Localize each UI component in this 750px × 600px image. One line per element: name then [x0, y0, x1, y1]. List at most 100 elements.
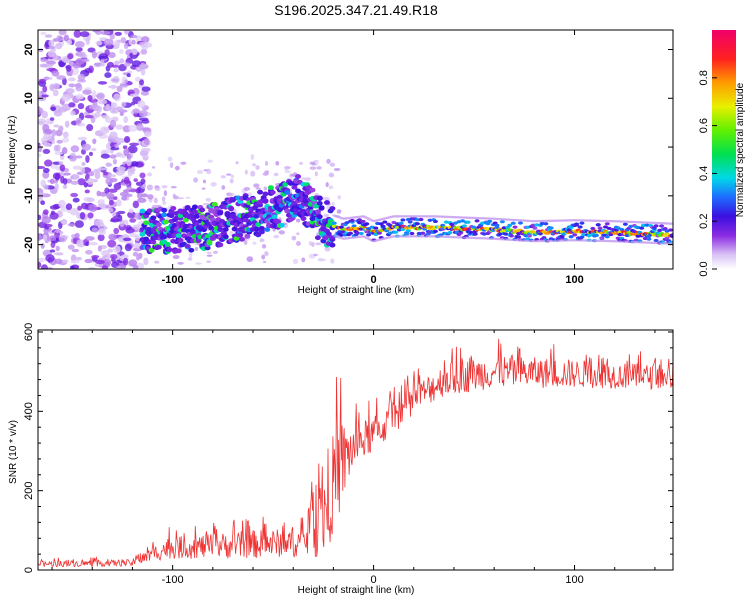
spectrogram-cell: [84, 115, 94, 119]
spectrogram-cell: [49, 212, 59, 220]
spectrogram-cell: [38, 153, 42, 158]
spectrogram-cell: [599, 236, 605, 240]
snr-y-tick-label: 200: [23, 481, 35, 499]
spectrogram-cell: [141, 119, 150, 124]
spectrogram-cell: [141, 193, 149, 198]
spectrogram-cell: [206, 240, 213, 245]
spectrogram-cell: [116, 199, 122, 207]
spectrogram-cell: [316, 196, 323, 202]
spectrogram-cell: [128, 37, 133, 46]
colorbar-gradient: [712, 30, 736, 269]
spectrogram-cell: [66, 209, 77, 214]
spectrogram-cell: [128, 208, 134, 214]
spectrogram-cell: [135, 187, 142, 194]
spectrogram-cell: [360, 219, 366, 224]
spectrogram-cell: [262, 172, 269, 176]
spectrogram-cell: [97, 81, 108, 85]
spectrogram-cell: [257, 189, 264, 195]
spectrogram-cell: [263, 186, 268, 191]
spectrogram-cell: [338, 233, 344, 237]
spectrogram-cell: [95, 94, 104, 98]
spectrogram-cell: [41, 216, 51, 224]
spectrogram-cell: [201, 187, 206, 190]
spectrogram-cell: [128, 259, 138, 267]
spectrogram-cell: [409, 231, 415, 236]
spectrogram-cell: [44, 34, 53, 38]
spectrogram-cell: [507, 223, 513, 227]
spectrogram-cell: [49, 205, 59, 210]
colorbar-tick-label: 0.2: [698, 214, 710, 229]
spectrogram-cell: [74, 41, 85, 48]
spectrogram-cell: [127, 145, 138, 154]
spectrogram-cell: [61, 57, 71, 64]
spectrogram-cell: [175, 248, 182, 254]
spectrogram-cell: [44, 226, 49, 230]
spectrogram-cell: [116, 85, 123, 93]
spectrogram-cell: [243, 239, 248, 245]
spectrogram-cell: [400, 218, 406, 222]
spectrogram-cell: [147, 194, 154, 200]
spectrogram-cell: [465, 220, 471, 224]
spectrogram-cell: [180, 161, 187, 165]
spectrogram-cell: [113, 93, 121, 102]
spectrogram-cell: [250, 170, 256, 177]
spectrogram-cell: [347, 231, 353, 235]
spectrogram-cell: [111, 212, 117, 217]
spectrogram-cell: [76, 239, 84, 248]
spectrogram-cell: [296, 232, 300, 236]
spectrogram-cell: [42, 209, 49, 215]
spectrogram-cell: [662, 226, 668, 231]
spectrogram-cell: [87, 212, 94, 219]
colorbar-tick-label: 0.4: [698, 166, 710, 181]
snr-x-tick-label: 0: [371, 574, 377, 586]
spectrogram-cell: [210, 182, 217, 187]
spectrogram-cell: [47, 50, 55, 58]
spectrogram-cell: [80, 167, 86, 174]
spectrogram-cell: [45, 254, 55, 263]
spectrogram-cell: [143, 156, 149, 161]
spectrogram-cell: [62, 259, 69, 264]
spectrogram-cell: [68, 83, 76, 88]
spectrogram-cell: [670, 222, 673, 225]
spectrogram-cell: [127, 211, 136, 219]
spectrogram-cell: [38, 118, 47, 126]
spectrogram-cell: [42, 167, 50, 173]
spectrogram-cell: [56, 75, 66, 80]
snr-x-label: Height of straight line (km): [298, 585, 415, 596]
snr-x-tick-label: 100: [565, 574, 583, 586]
spectrogram-cell: [300, 177, 307, 181]
spectrogram-cell: [314, 242, 322, 246]
spectrogram-cell: [309, 187, 316, 193]
spectrogram-cell: [92, 30, 101, 33]
spectrogram-cell: [116, 166, 126, 172]
spectrogram-cell: [316, 214, 323, 220]
spectrogram-cell: [109, 105, 116, 114]
spectrogram-cell: [225, 173, 232, 176]
spectrogram-cell: [329, 172, 333, 176]
spectrogram-cell: [229, 230, 234, 236]
spectrogram-cell: [325, 231, 332, 237]
spectrogram-cell: [228, 205, 235, 211]
spectrogram-cell: [619, 227, 625, 232]
spectrogram-cell: [313, 253, 318, 257]
spectrogram-cell: [271, 214, 278, 220]
spectrogram-cell: [404, 232, 410, 236]
spectrogram-cell: [331, 221, 337, 225]
spectrogram-cell: [55, 245, 60, 252]
spectrogram-cell: [163, 190, 167, 197]
spectrogram-cell: [98, 55, 108, 60]
spectrogram-cell: [222, 227, 229, 232]
spectrogram-cell: [153, 197, 158, 204]
spectrogram-cell: [220, 175, 226, 179]
spectrogram-cell: [98, 228, 107, 236]
spectrogram-cell: [262, 191, 269, 197]
spectrogram-cell: [138, 79, 144, 86]
spectrogram-cell: [640, 223, 646, 227]
spectrogram-cell: [102, 265, 108, 269]
spectrogram-cell: [72, 165, 83, 170]
spectrogram-cell: [112, 158, 118, 165]
spectrogram-cell: [123, 42, 129, 50]
spectrogram-cell: [108, 207, 114, 213]
spectrogram-cell: [382, 220, 388, 224]
spectrogram-cell: [97, 203, 108, 209]
